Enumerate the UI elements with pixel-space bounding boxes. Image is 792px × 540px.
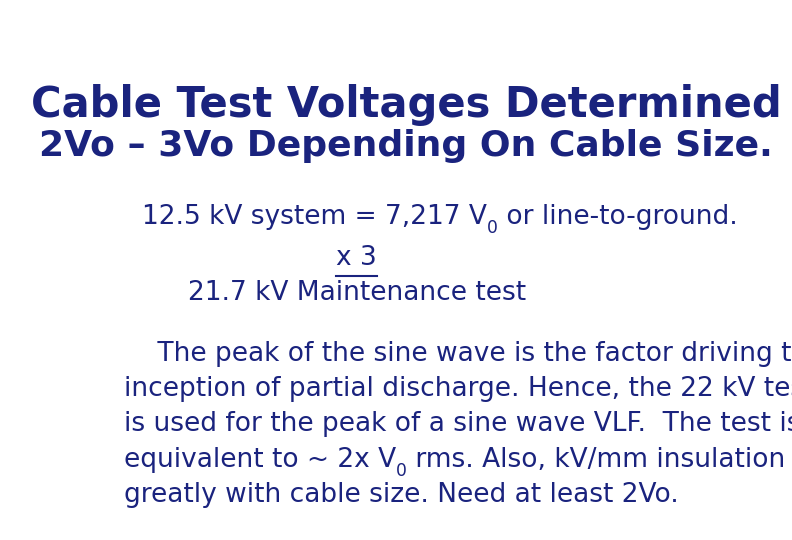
Text: equivalent to ~ 2x V: equivalent to ~ 2x V [124, 447, 396, 473]
Text: x 3: x 3 [337, 245, 377, 271]
Text: rms. Also, kV/mm insulation varies: rms. Also, kV/mm insulation varies [406, 447, 792, 473]
Text: inception of partial discharge. Hence, the 22 kV test spec: inception of partial discharge. Hence, t… [124, 376, 792, 402]
Text: 0: 0 [396, 462, 406, 481]
Text: 2Vo – 3Vo Depending On Cable Size.: 2Vo – 3Vo Depending On Cable Size. [39, 129, 773, 163]
Text: 0: 0 [487, 219, 497, 237]
Text: 21.7 kV Maintenance test: 21.7 kV Maintenance test [188, 280, 526, 307]
Text: 12.5 kV system = 7,217 V: 12.5 kV system = 7,217 V [142, 204, 487, 230]
Text: The peak of the sine wave is the factor driving the: The peak of the sine wave is the factor … [124, 341, 792, 367]
Text: is used for the peak of a sine wave VLF.  The test is: is used for the peak of a sine wave VLF.… [124, 411, 792, 437]
Text: greatly with cable size. Need at least 2Vo.: greatly with cable size. Need at least 2… [124, 482, 678, 508]
Text: Cable Test Voltages Determined: Cable Test Voltages Determined [31, 84, 781, 125]
Text: or line-to-ground.: or line-to-ground. [497, 204, 737, 230]
